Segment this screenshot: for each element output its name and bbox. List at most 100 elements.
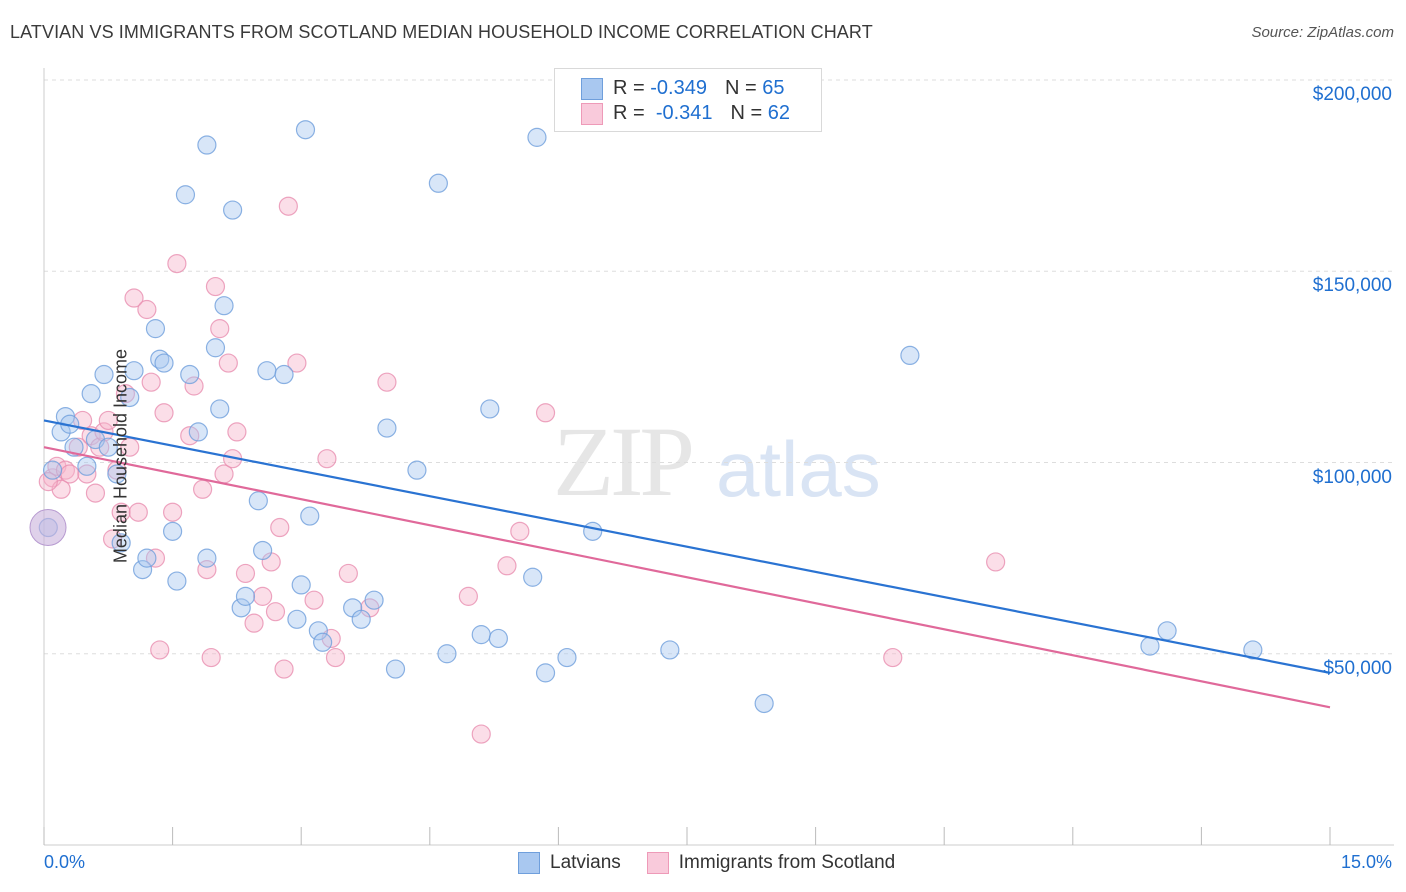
watermark-zip: ZIP [553, 406, 695, 517]
scotland-point [338, 563, 358, 584]
scotland-point [154, 403, 174, 423]
latvians-point [407, 460, 427, 480]
scotland-point [458, 586, 478, 606]
latvians-point [42, 460, 63, 480]
legend-item-latvians[interactable]: Latvians [518, 852, 621, 874]
latvians-point [287, 609, 307, 629]
latvians-point [291, 575, 311, 595]
scotland-point [163, 502, 183, 522]
latvians-point [253, 540, 273, 561]
scotland-point [471, 724, 491, 744]
latvians-large-point [29, 509, 67, 547]
scotland-point [68, 437, 88, 457]
scotland-point [325, 647, 346, 668]
latvians-trend-line [43, 419, 1331, 674]
scotland-swatch [646, 852, 669, 874]
latvians-point [210, 399, 230, 419]
latvians-point [1157, 621, 1177, 641]
latvians-point [188, 422, 208, 442]
y-tick-label: $100,000 [1312, 466, 1392, 488]
r-label: R = [613, 102, 645, 124]
scotland-point [201, 647, 221, 668]
scotland-swatch [581, 102, 603, 125]
scotland-point [278, 196, 298, 216]
scotland-point [317, 449, 337, 469]
scotland-point [535, 403, 556, 423]
latvians-point [535, 663, 556, 683]
scotland-point [98, 410, 118, 431]
y-axis-label: Median Household Income [110, 348, 131, 564]
latvians-point [124, 361, 144, 381]
y-tick-label: $150,000 [1312, 275, 1392, 297]
latvians-point [180, 364, 200, 385]
latvians-point [364, 590, 384, 610]
scotland-point [497, 556, 517, 576]
series-latvians-points [29, 120, 1263, 714]
scotland-point [38, 472, 58, 492]
latvians-point [163, 521, 183, 541]
scotland-point [986, 552, 1006, 572]
scotland-point [167, 254, 187, 274]
trend-lines [43, 419, 1331, 709]
axes [43, 68, 1394, 846]
scotland-point [141, 372, 161, 392]
latvians-point [167, 571, 187, 591]
latvians-point [132, 559, 153, 580]
latvians-point [471, 625, 491, 645]
legend-row-latvians: R = -0.349 N = 65 [581, 77, 784, 100]
latvians-swatch [581, 77, 603, 100]
source-label: Source: ZipAtlas.com [1251, 24, 1394, 41]
latvians-point [295, 120, 316, 140]
latvians-point [205, 338, 226, 358]
scotland-point [111, 502, 131, 522]
scotland-point [85, 483, 106, 503]
latvians-point [94, 364, 114, 385]
x-tick-max: 15.0% [1340, 852, 1392, 872]
scotland-point [253, 586, 273, 606]
scotland-point [197, 559, 217, 580]
scotland-point [235, 563, 256, 584]
scotland-point [227, 422, 247, 442]
watermark-atlas: atlas [716, 425, 881, 513]
latvians-point [175, 185, 196, 205]
latvians-point [308, 621, 328, 641]
x-tick-min: 0.0% [44, 852, 86, 872]
scotland-point [244, 613, 264, 633]
latvians-swatch [518, 852, 540, 874]
legend-row-scotland: R = -0.341 N = 62 [581, 102, 790, 125]
legend-label-latvians: Latvians [550, 852, 621, 873]
n-value-latvians: 65 [762, 77, 785, 99]
latvians-point [527, 127, 547, 147]
latvians-point [480, 399, 500, 419]
chart-title: LATVIAN VS IMMIGRANTS FROM SCOTLAND MEDI… [10, 22, 873, 42]
latvians-point [274, 364, 294, 385]
scotland-point [265, 602, 286, 622]
latvians-point [120, 387, 140, 408]
scotland-point [205, 276, 226, 297]
scotland-point [193, 479, 213, 499]
latvians-point [583, 521, 603, 541]
latvians-point [145, 319, 166, 339]
latvians-point [351, 609, 371, 629]
legend-item-scotland[interactable]: Immigrants from Scotland [646, 852, 896, 874]
latvians-point [437, 644, 457, 664]
scotland-point [287, 353, 307, 373]
scotland-point [377, 372, 397, 392]
latvians-point [231, 598, 251, 618]
latvians-point [377, 418, 397, 438]
scotland-point [218, 353, 238, 373]
latvians-point [1243, 640, 1263, 660]
y-tick-label: $50,000 [1323, 657, 1392, 679]
legend-label-scotland: Immigrants from Scotland [678, 852, 896, 873]
latvians-point [557, 647, 577, 668]
scotland-point [304, 590, 324, 610]
latvians-point [313, 632, 333, 652]
scotland-trend-line [43, 446, 1331, 709]
n-label: N = [724, 77, 757, 99]
latvians-point [488, 628, 508, 649]
series-scotland-points [38, 196, 1006, 744]
scotland-point [77, 464, 97, 484]
scotland-point [150, 640, 170, 660]
latvians-point [111, 533, 131, 553]
